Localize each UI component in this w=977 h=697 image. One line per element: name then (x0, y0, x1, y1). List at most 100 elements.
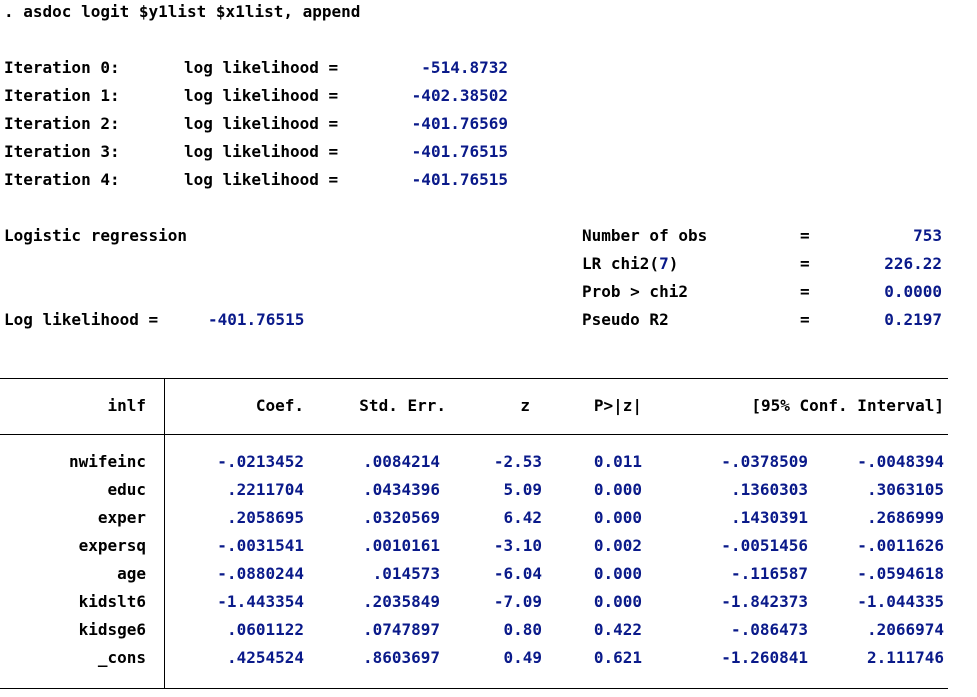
column-header-se: Std. Err. (359, 396, 446, 415)
cell-ci-lower: -1.260841 (721, 648, 808, 667)
cell-coef: .2058695 (226, 508, 304, 527)
cell-z: -3.10 (493, 536, 542, 555)
log-likelihood-label: Log likelihood = (4, 310, 159, 329)
cell-coef: -.0880244 (217, 564, 304, 583)
cell-ci-upper: -.0048394 (857, 452, 944, 471)
cell-se: .0010161 (362, 536, 440, 555)
row-label: kidsge6 (78, 620, 146, 639)
stat-value: 0.2197 (884, 310, 942, 329)
cell-ci-lower: .1430391 (730, 508, 808, 527)
cell-ci-upper: -1.044335 (857, 592, 944, 611)
cell-p: 0.000 (593, 592, 642, 611)
iteration-ll-label: log likelihood = (184, 142, 339, 161)
cell-ci-lower: .1360303 (730, 480, 808, 499)
iteration-label: Iteration 3: (4, 142, 120, 161)
cell-coef: .2211704 (226, 480, 304, 499)
cell-p: 0.002 (593, 536, 642, 555)
cell-p: 0.011 (593, 452, 642, 471)
cell-z: -2.53 (493, 452, 542, 471)
iteration-label: Iteration 2: (4, 114, 120, 133)
stat-label: Pseudo R2 (582, 310, 669, 329)
stat-equals: = (800, 282, 810, 301)
stat-value: 0.0000 (884, 282, 942, 301)
cell-se: .014573 (372, 564, 440, 583)
row-label: _cons (97, 648, 146, 667)
iteration-label: Iteration 1: (4, 86, 120, 105)
stat-label-text: LR chi2( (582, 254, 660, 273)
stat-df: 7 (659, 254, 669, 273)
iteration-label: Iteration 4: (4, 170, 120, 189)
column-header-coef: Coef. (255, 396, 304, 415)
cell-se: .0747897 (362, 620, 440, 639)
stat-equals: = (800, 310, 810, 329)
iteration-ll-label: log likelihood = (184, 170, 339, 189)
cell-ci-upper: 2.111746 (866, 648, 944, 667)
cell-coef: .0601122 (226, 620, 304, 639)
cell-p: 0.000 (593, 564, 642, 583)
iteration-ll-value: -402.38502 (411, 86, 508, 105)
log-likelihood-value: -401.76515 (208, 310, 305, 329)
cell-se: .8603697 (362, 648, 440, 667)
stat-label: LR chi2(7) (582, 254, 678, 274)
cell-ci-lower: -.0378509 (721, 452, 808, 471)
cell-ci-lower: -1.842373 (721, 592, 808, 611)
table-top-rule (0, 378, 948, 379)
cell-z: 5.09 (503, 480, 542, 499)
stat-value: 226.22 (884, 254, 942, 273)
iteration-ll-label: log likelihood = (184, 58, 339, 77)
cell-se: .2035849 (362, 592, 440, 611)
iteration-ll-value: -401.76569 (411, 114, 508, 133)
cell-p: 0.000 (593, 480, 642, 499)
row-label: nwifeinc (68, 452, 146, 471)
column-header-z: z (520, 396, 530, 415)
row-label: educ (107, 480, 146, 499)
cell-z: -6.04 (493, 564, 542, 583)
iteration-ll-label: log likelihood = (184, 86, 339, 105)
cell-ci-upper: -.0011626 (857, 536, 944, 555)
stat-equals: = (800, 254, 810, 273)
row-label: expersq (78, 536, 146, 555)
cell-z: 0.49 (503, 648, 542, 667)
row-label: age (117, 564, 146, 583)
iteration-ll-label: log likelihood = (184, 114, 339, 133)
cell-z: 0.80 (503, 620, 542, 639)
cell-coef: -.0031541 (217, 536, 304, 555)
cell-se: .0084214 (362, 452, 440, 471)
column-header-ci: [95% Conf. Interval] (751, 396, 944, 415)
cell-ci-upper: .2066974 (866, 620, 944, 639)
cell-coef: .4254524 (226, 648, 304, 667)
cell-ci-lower: -.116587 (730, 564, 808, 583)
table-separator (164, 378, 165, 689)
row-label: kidslt6 (78, 592, 146, 611)
stat-equals: = (800, 226, 810, 245)
stat-label-close: ) (668, 254, 679, 273)
depvar-header: inlf (107, 396, 146, 415)
cell-ci-upper: .2686999 (866, 508, 944, 527)
row-label: exper (97, 508, 146, 527)
iteration-ll-value: -514.8732 (421, 58, 508, 77)
iteration-ll-value: -401.76515 (411, 170, 508, 189)
cell-p: 0.422 (593, 620, 642, 639)
stat-value: 753 (913, 226, 942, 245)
column-header-p: P>|z| (593, 396, 642, 415)
cell-ci-upper: -.0594618 (857, 564, 944, 583)
cell-ci-lower: -.0051456 (721, 536, 808, 555)
model-title: Logistic regression (4, 226, 188, 245)
cell-coef: -.0213452 (217, 452, 304, 471)
cell-coef: -1.443354 (217, 592, 304, 611)
table-bottom-rule (0, 688, 948, 689)
cell-p: 0.621 (593, 648, 642, 667)
command-line: . asdoc logit $y1list $x1list, append (4, 2, 361, 21)
cell-se: .0434396 (362, 480, 440, 499)
cell-z: -7.09 (493, 592, 542, 611)
stat-label: Prob > chi2 (582, 282, 688, 301)
iteration-label: Iteration 0: (4, 58, 120, 77)
cell-z: 6.42 (503, 508, 542, 527)
cell-p: 0.000 (593, 508, 642, 527)
cell-se: .0320569 (362, 508, 440, 527)
table-header-rule (0, 434, 948, 435)
cell-ci-upper: .3063105 (866, 480, 944, 499)
stat-label: Number of obs (582, 226, 708, 245)
cell-ci-lower: -.086473 (730, 620, 808, 639)
iteration-ll-value: -401.76515 (411, 142, 508, 161)
